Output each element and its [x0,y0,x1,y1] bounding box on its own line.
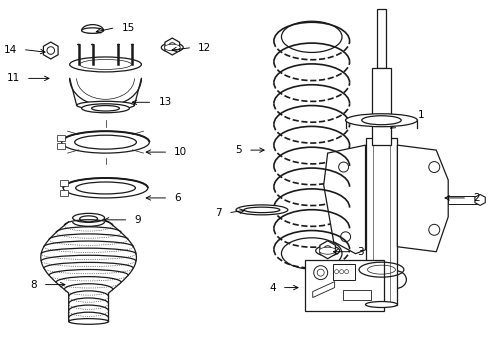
Circle shape [338,162,348,172]
Polygon shape [312,282,334,298]
Ellipse shape [76,182,135,194]
Polygon shape [474,194,484,206]
Polygon shape [43,42,58,59]
Ellipse shape [81,104,129,113]
Ellipse shape [345,114,416,127]
Ellipse shape [365,302,397,307]
Circle shape [428,224,439,235]
Bar [57,143,64,149]
Ellipse shape [85,30,100,33]
Polygon shape [323,145,365,254]
Text: 4: 4 [269,283,275,293]
Ellipse shape [164,44,180,51]
Circle shape [323,246,331,254]
Ellipse shape [131,44,133,45]
Text: 9: 9 [134,215,141,225]
Ellipse shape [236,205,287,215]
Ellipse shape [91,105,119,111]
Circle shape [168,43,176,50]
Ellipse shape [91,44,94,45]
Ellipse shape [317,269,324,276]
Circle shape [340,232,350,242]
Text: 5: 5 [235,145,242,155]
Ellipse shape [161,43,183,52]
Circle shape [428,162,439,172]
Text: 11: 11 [7,73,20,84]
Ellipse shape [81,28,103,33]
Ellipse shape [117,44,120,45]
Text: 14: 14 [3,45,17,54]
Circle shape [339,270,343,274]
Bar [376,9,385,68]
Ellipse shape [77,101,134,109]
Polygon shape [319,241,335,259]
Text: 2: 2 [472,193,479,203]
Text: 13: 13 [158,97,171,107]
Bar [371,68,390,145]
Circle shape [334,270,338,274]
Text: 8: 8 [30,280,37,289]
Ellipse shape [68,319,108,324]
Ellipse shape [315,246,339,256]
Text: 15: 15 [121,23,135,33]
Bar [332,264,354,280]
Circle shape [47,47,55,54]
Text: 6: 6 [174,193,181,203]
Polygon shape [164,38,179,55]
Ellipse shape [69,57,141,72]
Bar [365,138,397,305]
Ellipse shape [244,207,279,213]
Text: 1: 1 [416,110,423,120]
Ellipse shape [61,131,149,153]
Ellipse shape [80,59,131,69]
Bar [447,196,479,204]
Polygon shape [397,145,447,252]
Bar [60,189,68,195]
Ellipse shape [73,213,104,222]
Text: 7: 7 [215,208,222,218]
Text: 12: 12 [198,42,211,53]
Bar [342,289,370,300]
Ellipse shape [319,247,335,254]
Ellipse shape [77,44,80,45]
Text: 10: 10 [174,147,187,157]
Bar [60,180,68,186]
Text: 3: 3 [357,247,364,257]
Ellipse shape [361,116,400,125]
Ellipse shape [80,216,98,222]
Bar [304,260,384,311]
Bar [57,135,64,141]
Ellipse shape [63,178,147,198]
Ellipse shape [313,266,327,280]
Ellipse shape [75,135,136,149]
Circle shape [344,270,348,274]
